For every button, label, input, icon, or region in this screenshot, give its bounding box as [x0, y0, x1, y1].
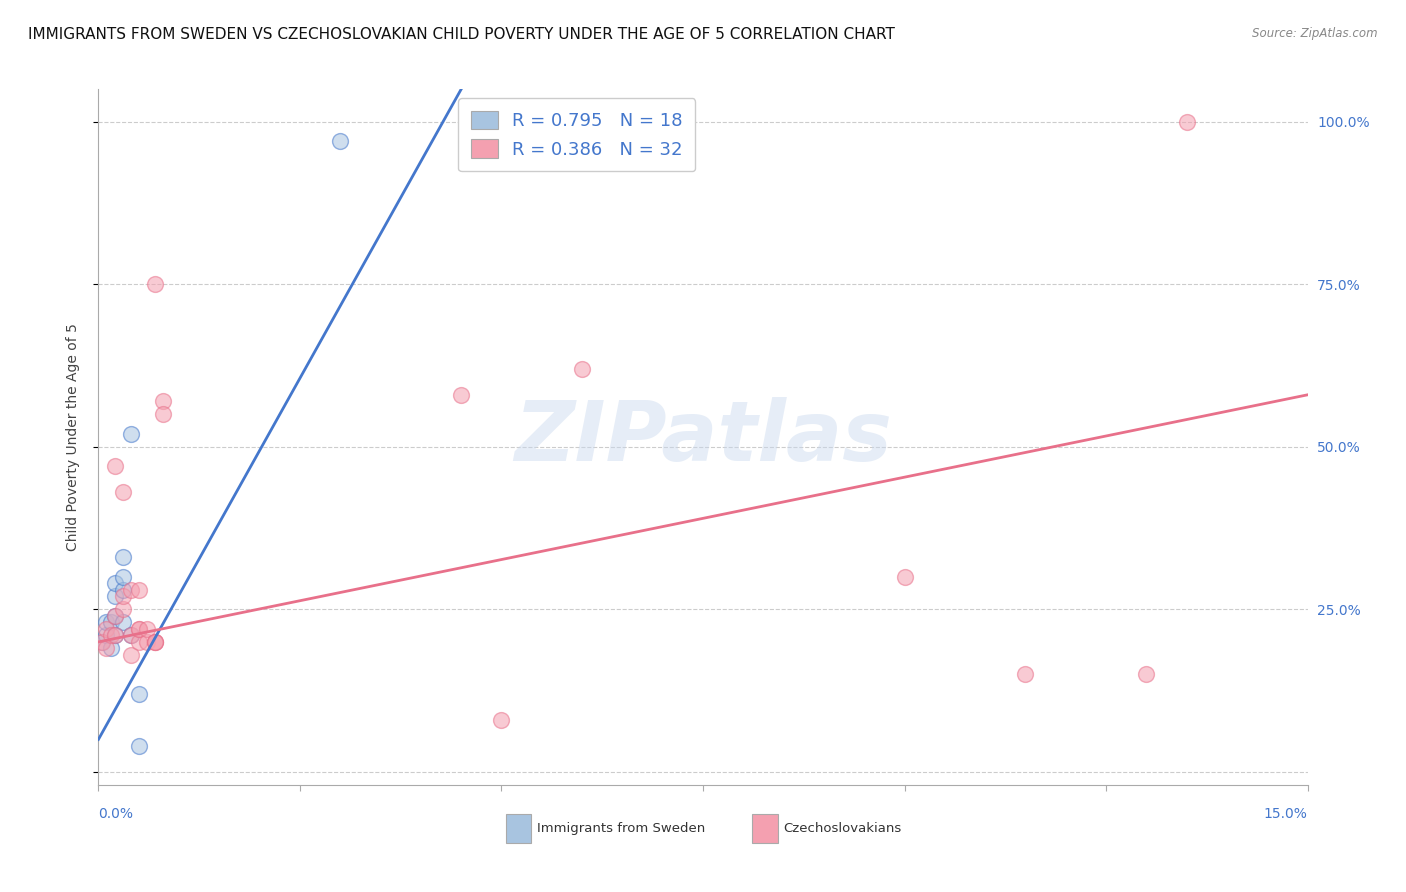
Point	[111, 615, 134, 630]
Point	[120, 648, 142, 662]
Point	[491, 713, 513, 727]
Point	[128, 687, 150, 701]
Point	[100, 615, 122, 630]
Point	[103, 590, 125, 604]
Point	[128, 622, 150, 636]
Text: Immigrants from Sweden: Immigrants from Sweden	[537, 822, 706, 835]
Text: Czechoslovakians: Czechoslovakians	[783, 822, 901, 835]
Point	[329, 134, 352, 148]
Point	[128, 582, 150, 597]
Point	[143, 635, 166, 649]
Point	[96, 615, 118, 630]
Point	[120, 628, 142, 642]
Point	[91, 635, 114, 649]
Point	[128, 622, 150, 636]
Point	[96, 622, 118, 636]
Point	[111, 485, 134, 500]
Text: IMMIGRANTS FROM SWEDEN VS CZECHOSLOVAKIAN CHILD POVERTY UNDER THE AGE OF 5 CORRE: IMMIGRANTS FROM SWEDEN VS CZECHOSLOVAKIA…	[28, 27, 896, 42]
Point	[91, 635, 114, 649]
Point	[571, 361, 593, 376]
Point	[143, 277, 166, 292]
Point	[120, 426, 142, 441]
Point	[111, 550, 134, 565]
Point	[96, 628, 118, 642]
Point	[103, 608, 125, 623]
Point	[103, 628, 125, 642]
Point	[120, 628, 142, 642]
Point	[96, 641, 118, 656]
Point	[143, 635, 166, 649]
Text: 15.0%: 15.0%	[1264, 807, 1308, 822]
Point	[100, 628, 122, 642]
Text: ZIPatlas: ZIPatlas	[515, 397, 891, 477]
Point	[103, 628, 125, 642]
Point	[1135, 667, 1157, 681]
Point	[135, 622, 157, 636]
Point	[450, 388, 472, 402]
Point	[103, 459, 125, 474]
Point	[111, 582, 134, 597]
Point	[111, 590, 134, 604]
Point	[152, 407, 174, 421]
Point	[893, 570, 915, 584]
Text: Source: ZipAtlas.com: Source: ZipAtlas.com	[1253, 27, 1378, 40]
Point	[128, 739, 150, 753]
Point	[128, 635, 150, 649]
Text: 0.0%: 0.0%	[98, 807, 134, 822]
Point	[135, 635, 157, 649]
Point	[1014, 667, 1036, 681]
Point	[103, 608, 125, 623]
Point	[111, 570, 134, 584]
Point	[143, 635, 166, 649]
Point	[1175, 114, 1198, 128]
Legend: R = 0.795   N = 18, R = 0.386   N = 32: R = 0.795 N = 18, R = 0.386 N = 32	[458, 98, 696, 171]
Point	[152, 394, 174, 409]
Y-axis label: Child Poverty Under the Age of 5: Child Poverty Under the Age of 5	[66, 323, 80, 551]
Point	[100, 641, 122, 656]
Point	[120, 582, 142, 597]
Point	[111, 602, 134, 616]
Point	[103, 576, 125, 591]
